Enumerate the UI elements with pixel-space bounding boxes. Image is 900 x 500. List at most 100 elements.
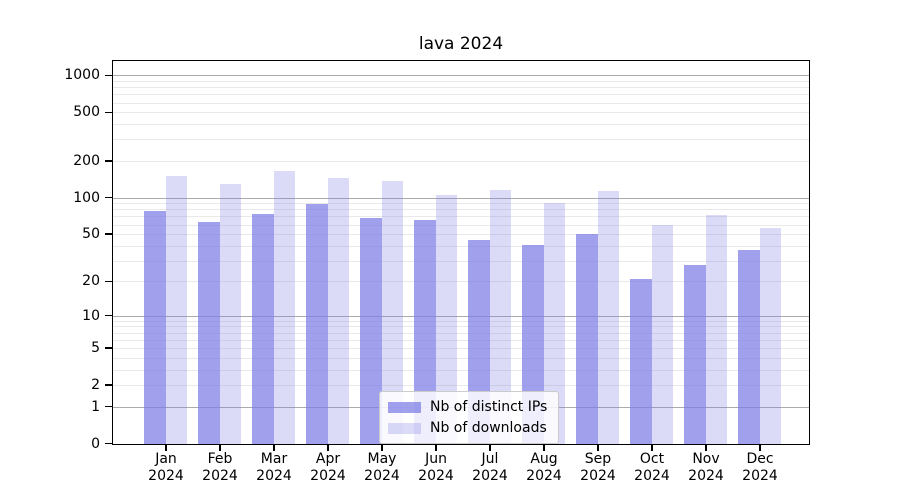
- y-tick-mark: [105, 442, 112, 445]
- y-tick-label: 10: [82, 307, 100, 324]
- legend-item-distinct-ips: Nb of distinct IPs: [388, 399, 547, 415]
- bar-downloads: [219, 183, 241, 444]
- y-tick-label: 1: [91, 398, 100, 415]
- minor-gridline: [113, 81, 809, 83]
- bar-distinct-ips: [414, 220, 436, 444]
- bar-distinct-ips: [738, 250, 760, 444]
- bar-downloads: [327, 178, 349, 444]
- x-tick-year: 2024: [580, 468, 616, 484]
- x-tick-label: Nov 2024: [674, 451, 738, 485]
- x-tick-year: 2024: [148, 468, 184, 484]
- x-tick-label: Sep 2024: [566, 451, 630, 485]
- x-tick-label: Jun 2024: [404, 451, 468, 485]
- x-tick-month: May: [367, 451, 397, 467]
- minor-gridline: [113, 339, 809, 341]
- x-tick-year: 2024: [742, 468, 778, 484]
- y-tick-label: 50: [82, 226, 100, 243]
- bar-downloads: [759, 227, 781, 444]
- x-tick-mark: [759, 445, 761, 451]
- minor-gridline: [113, 161, 809, 162]
- x-tick-month: Feb: [207, 451, 233, 467]
- legend-label: Nb of distinct IPs: [430, 399, 548, 415]
- y-tick-mark: [105, 111, 112, 114]
- major-gridline: [113, 315, 809, 317]
- x-tick-year: 2024: [310, 468, 346, 484]
- x-tick-label: Jul 2024: [458, 451, 522, 485]
- x-tick-month: Jul: [481, 451, 499, 467]
- y-tick-mark: [105, 160, 112, 162]
- minor-gridline: [113, 209, 809, 211]
- x-tick-label: Feb 2024: [188, 451, 252, 485]
- y-tick-label: 500: [73, 104, 100, 121]
- x-tick-label: Dec 2024: [728, 451, 792, 485]
- x-tick-month: Apr: [315, 451, 341, 467]
- x-tick-mark: [165, 445, 167, 451]
- x-tick-mark: [219, 445, 221, 451]
- legend-swatch: [388, 401, 421, 413]
- y-tick-label: 20: [82, 273, 100, 290]
- minor-gridline: [113, 348, 809, 350]
- bar-distinct-ips: [306, 203, 328, 444]
- bar-distinct-ips: [252, 214, 274, 444]
- x-tick-month: Aug: [530, 451, 558, 467]
- minor-gridline: [113, 139, 809, 141]
- bar-downloads: [435, 195, 457, 444]
- x-tick-year: 2024: [526, 468, 562, 484]
- x-tick-label: Jan 2024: [134, 451, 198, 485]
- x-tick-month: Mar: [260, 451, 288, 467]
- x-tick-year: 2024: [418, 468, 454, 484]
- x-tick-year: 2024: [256, 468, 292, 484]
- bar-downloads: [165, 176, 187, 444]
- plot-area: Nb of distinct IPs Nb of downloads: [112, 60, 810, 445]
- minor-gridline: [113, 124, 809, 126]
- bar-downloads: [489, 189, 511, 444]
- minor-gridline: [113, 102, 809, 104]
- bar-distinct-ips: [630, 279, 652, 444]
- y-tick-mark: [105, 315, 112, 317]
- x-tick-month: Dec: [746, 451, 774, 467]
- minor-gridline: [113, 281, 809, 283]
- legend: Nb of distinct IPs Nb of downloads: [379, 391, 560, 444]
- minor-gridline: [113, 216, 809, 218]
- x-tick-mark: [543, 445, 545, 451]
- x-tick-month: Nov: [692, 451, 720, 467]
- minor-gridline: [113, 369, 809, 371]
- minor-gridline: [113, 260, 809, 262]
- x-tick-year: 2024: [688, 468, 724, 484]
- x-tick-label: Aug 2024: [512, 451, 576, 485]
- y-tick-mark: [105, 74, 112, 77]
- y-tick-label: 100: [73, 189, 100, 206]
- x-tick-label: Mar 2024: [242, 451, 306, 485]
- chart-title: lava 2024: [418, 34, 504, 54]
- minor-gridline: [113, 357, 809, 359]
- bar-downloads: [651, 225, 673, 444]
- x-tick-year: 2024: [202, 468, 238, 484]
- minor-gridline: [113, 234, 809, 236]
- bar-downloads: [705, 215, 727, 444]
- legend-swatch: [388, 422, 421, 434]
- x-tick-mark: [327, 445, 329, 451]
- bar-distinct-ips: [576, 233, 598, 444]
- x-tick-label: Apr 2024: [296, 451, 360, 485]
- x-tick-mark: [705, 445, 707, 451]
- x-tick-mark: [489, 445, 491, 451]
- x-tick-month: Jan: [155, 451, 177, 467]
- bar-downloads: [543, 202, 565, 444]
- x-tick-month: Jun: [425, 451, 447, 467]
- y-tick-mark: [105, 347, 112, 349]
- bar-distinct-ips: [360, 217, 382, 444]
- x-tick-mark: [435, 445, 437, 451]
- minor-gridline: [113, 203, 809, 205]
- y-tick-label: 200: [73, 152, 100, 169]
- minor-gridline: [113, 112, 809, 114]
- y-tick-label: 5: [91, 340, 100, 357]
- x-tick-mark: [381, 445, 383, 451]
- bar-distinct-ips: [684, 264, 706, 444]
- x-tick-mark: [597, 445, 599, 451]
- bar-downloads: [273, 171, 295, 444]
- x-tick-label: Oct 2024: [620, 451, 684, 485]
- x-tick-year: 2024: [472, 468, 508, 484]
- x-tick-month: Oct: [639, 451, 665, 467]
- y-tick-mark: [105, 280, 112, 282]
